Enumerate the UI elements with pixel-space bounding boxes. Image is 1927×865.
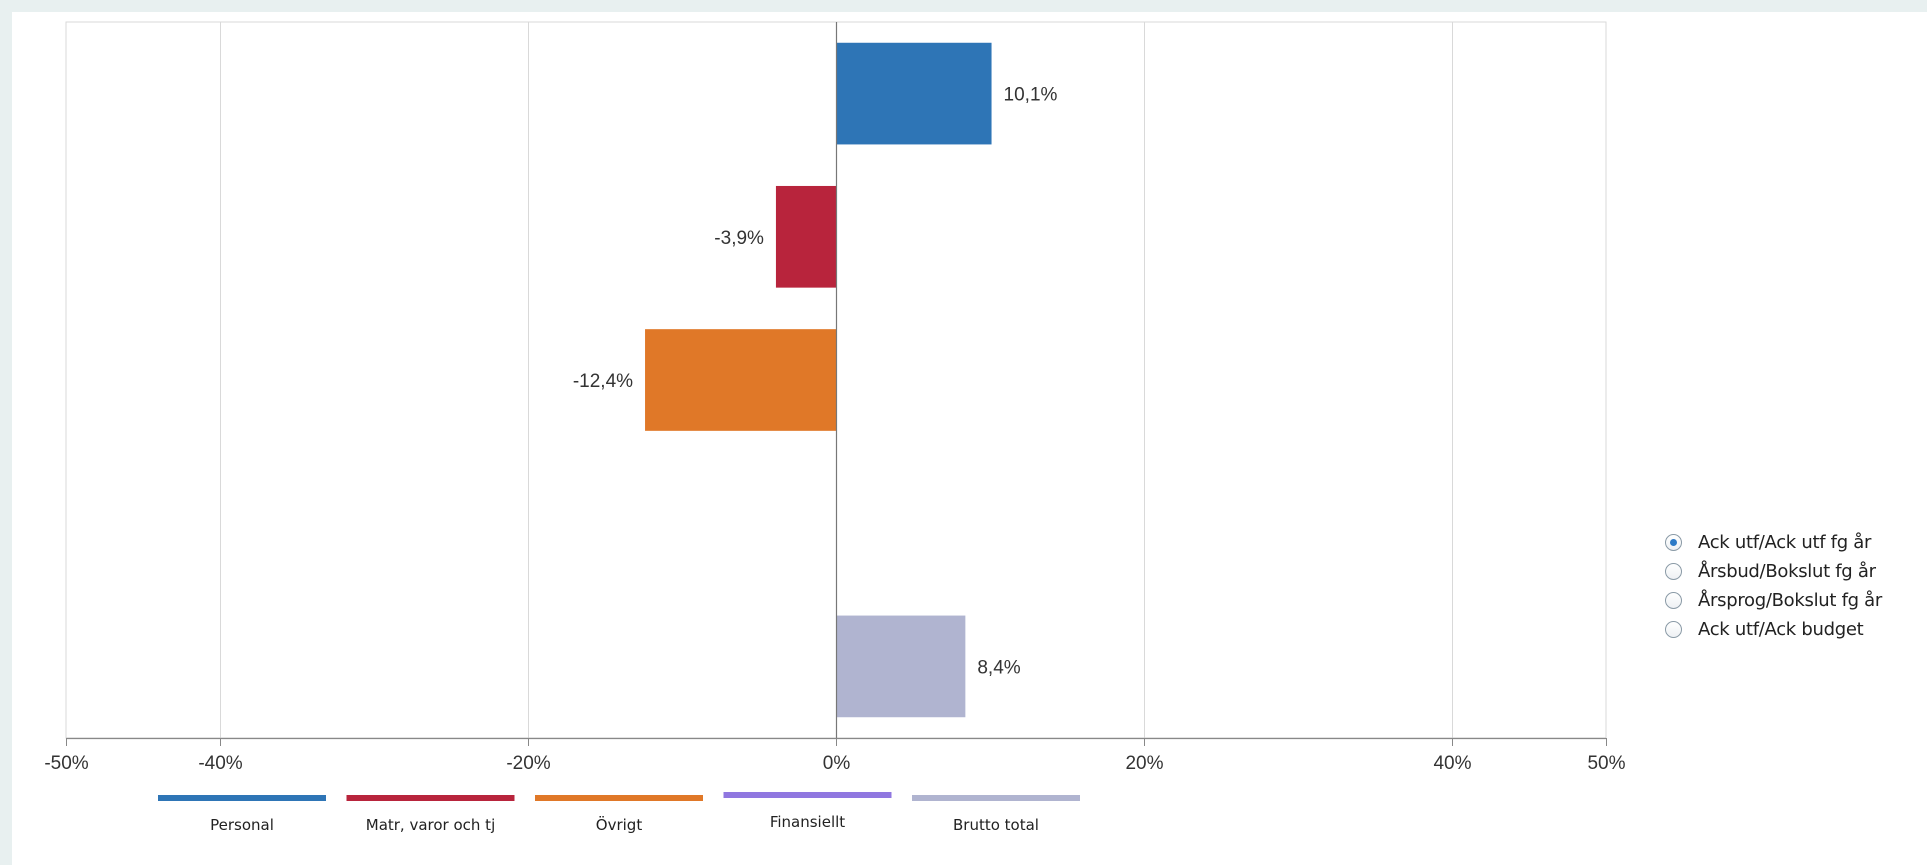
x-tick-label: 50% <box>1587 753 1625 774</box>
legend-swatch <box>723 792 892 798</box>
data-label: -12,4% <box>573 371 633 392</box>
comparison-options: Ack utf/Ack utf fg år Årsbud/Bokslut fg … <box>1665 528 1927 644</box>
option-ack-utf-ack-budget[interactable]: Ack utf/Ack budget <box>1665 615 1927 644</box>
legend-swatch <box>912 795 1080 801</box>
legend-swatch <box>535 795 703 801</box>
legend-swatch <box>346 795 515 801</box>
bar-4 <box>836 615 966 718</box>
legend-swatch <box>158 795 326 801</box>
x-tick-label: -50% <box>44 753 88 774</box>
option-label: Årsbud/Bokslut fg år <box>1698 561 1876 582</box>
legend-label: Matr, varor och tj <box>366 816 496 834</box>
data-label: 8,4% <box>977 657 1020 678</box>
radio-button[interactable] <box>1665 563 1682 580</box>
x-tick-label: -20% <box>506 753 550 774</box>
option-label: Årsprog/Bokslut fg år <box>1698 590 1882 611</box>
bar-chart: 10,1% -3,9% -12,4% 8,4% -50% -40% -20% 0% 20% 40%… <box>44 21 1626 834</box>
option-label: Ack utf/Ack utf fg år <box>1698 532 1872 553</box>
x-tick-label: 20% <box>1125 753 1163 774</box>
x-tick-label: -40% <box>198 753 242 774</box>
bar-0 <box>836 42 992 145</box>
x-tick-label: 0% <box>823 753 851 774</box>
legend-label: Brutto total <box>953 816 1039 834</box>
x-tick-label: 40% <box>1433 753 1471 774</box>
legend-label: Personal <box>210 816 274 834</box>
legend-label: Finansiellt <box>770 813 845 831</box>
bar-2 <box>645 329 836 431</box>
option-ack-utf-ack-utf-fg-ar[interactable]: Ack utf/Ack utf fg år <box>1665 528 1927 557</box>
radio-button[interactable] <box>1665 534 1682 551</box>
radio-button[interactable] <box>1665 592 1682 609</box>
data-label: 10,1% <box>1004 85 1058 106</box>
chart-panel: 10,1% -3,9% -12,4% 8,4% -50% -40% -20% 0% 20% 40%… <box>12 12 1927 865</box>
radio-button[interactable] <box>1665 621 1682 638</box>
option-arsbud-bokslut-fg-ar[interactable]: Årsbud/Bokslut fg år <box>1665 557 1927 586</box>
data-label: -3,9% <box>714 228 764 249</box>
option-arsprog-bokslut-fg-ar[interactable]: Årsprog/Bokslut fg år <box>1665 586 1927 615</box>
legend-label: Övrigt <box>596 815 643 834</box>
bar-1 <box>775 185 836 288</box>
option-label: Ack utf/Ack budget <box>1698 619 1864 640</box>
